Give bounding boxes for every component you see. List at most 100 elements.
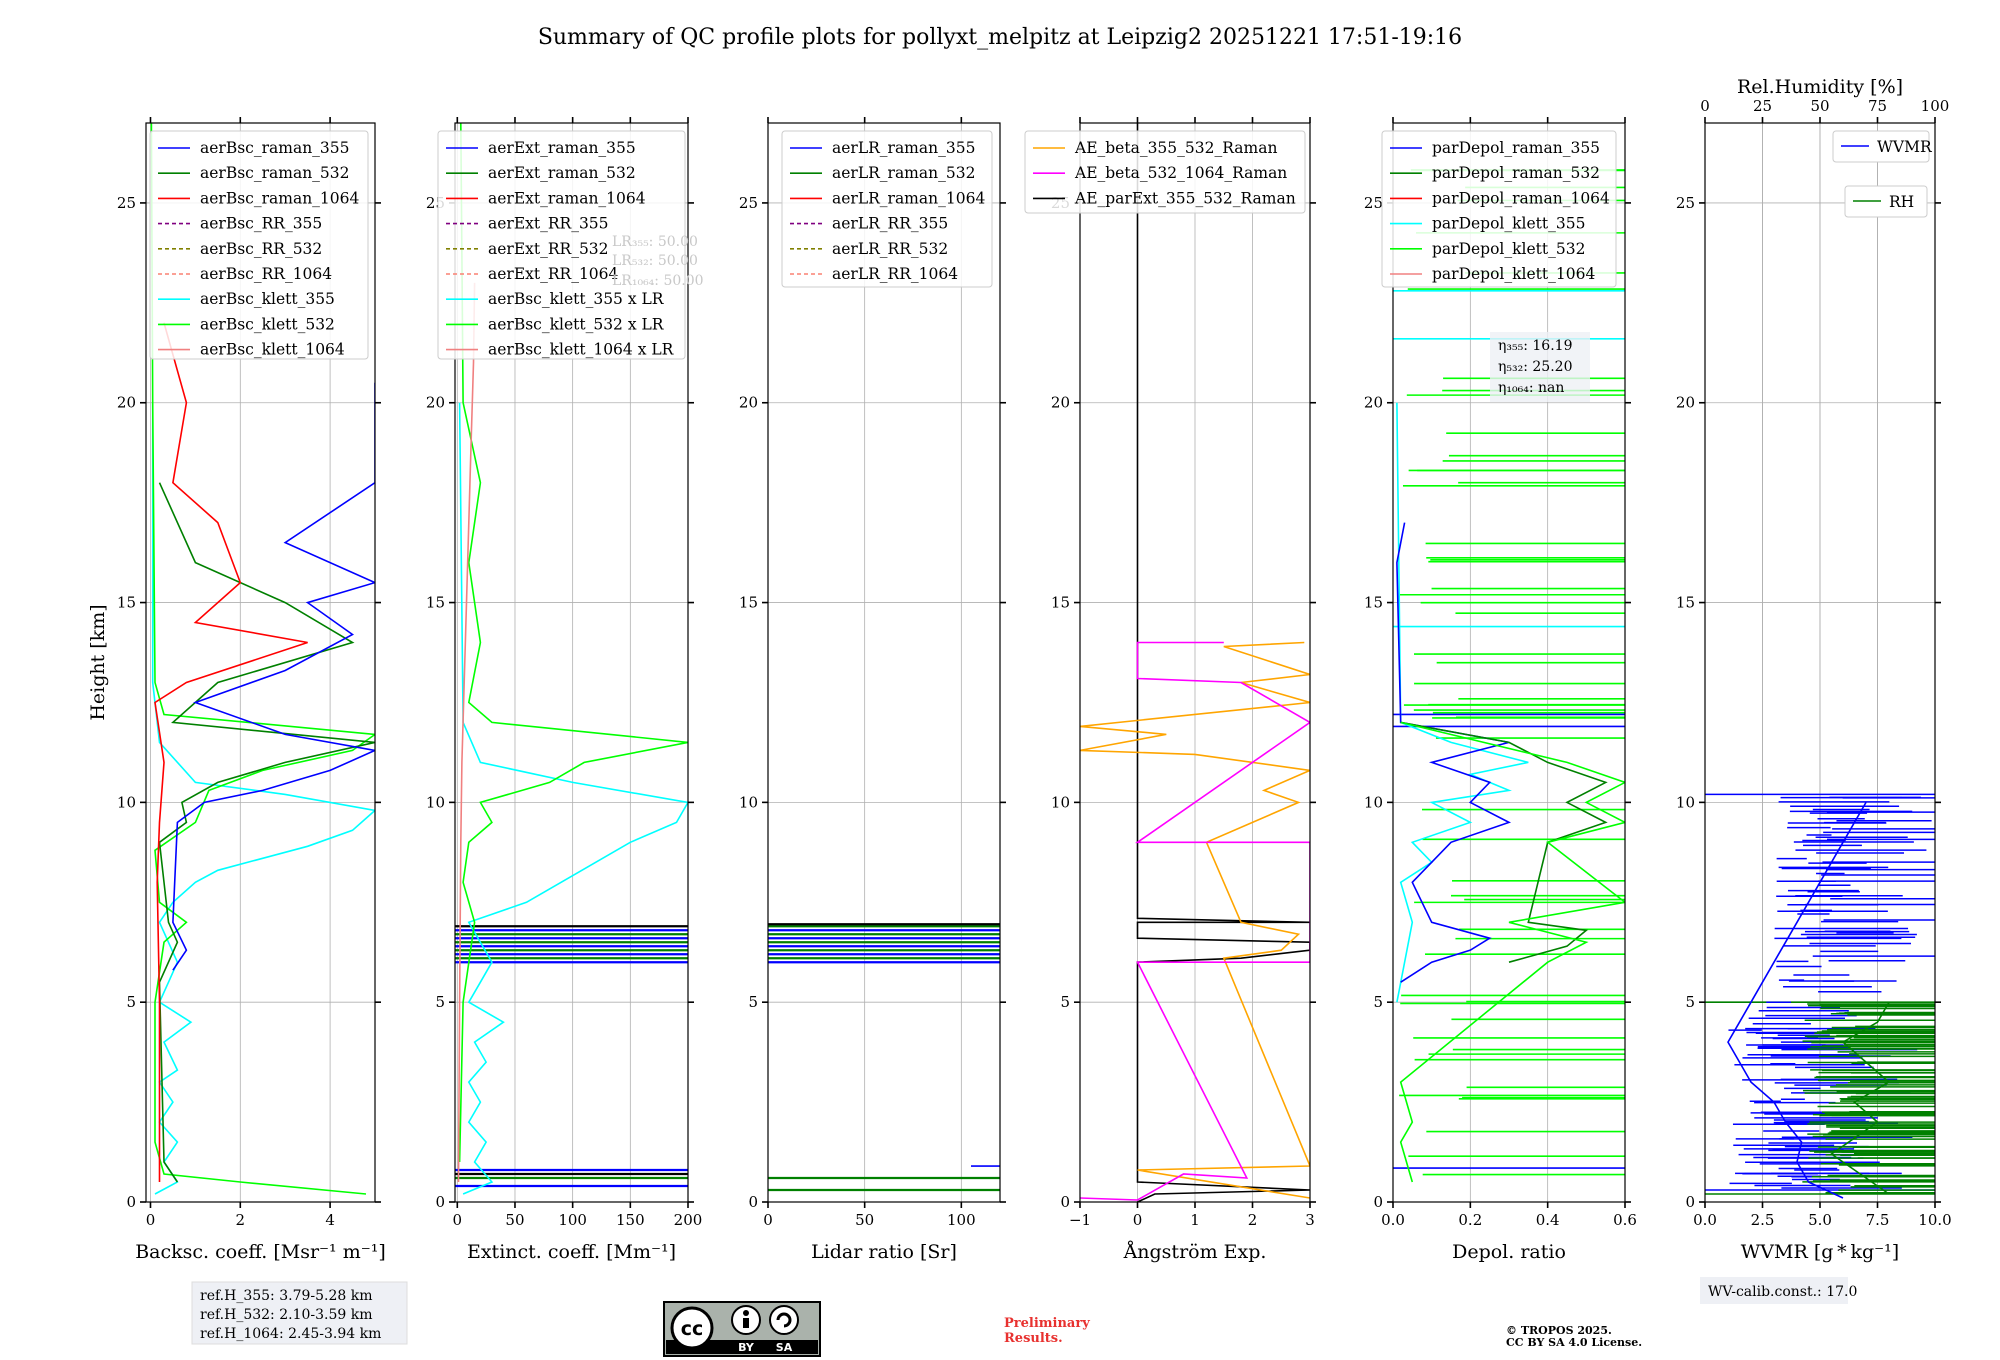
series-aerBsc_klett_355 — [151, 402, 375, 1195]
xtick-label: 100 — [947, 1211, 976, 1229]
series-aerBsc_raman_355 — [172, 382, 375, 971]
series-AE_beta_532_1064_Raman — [1080, 641, 1310, 1201]
xtick-label: 50 — [855, 1211, 874, 1229]
legend-box — [437, 130, 686, 360]
xtick-label: 0.2 — [1458, 1211, 1482, 1229]
preliminary-line1: Preliminary — [1004, 1316, 1090, 1331]
data-depol — [1393, 169, 1625, 1183]
axes-frame-ext — [454, 122, 689, 1203]
ytick-label: 5 — [1373, 993, 1383, 1011]
ref-height-532: ref.H_532: 2.10-3.59 km — [200, 1307, 373, 1323]
legend-lr: aerLR_raman_355 aerLR_raman_532 aerLR_rama… — [781, 130, 993, 288]
legend-label: aerBsc_klett_1064 x LR — [488, 341, 675, 359]
xtick-label: 10.0 — [1918, 1211, 1951, 1229]
x-axis-label-wv: WVMR [g * kg⁻¹] — [1741, 1241, 1899, 1263]
preliminary-line2: Results. — [1004, 1331, 1063, 1346]
ytick-label: 10 — [117, 793, 136, 811]
xtick-label: 0 — [453, 1211, 463, 1229]
series-aerBsc_klett_355 x LR — [458, 402, 688, 1195]
xtick-label: −1 — [1069, 1211, 1091, 1229]
xtick-label: 1 — [1190, 1211, 1200, 1229]
legend-label: aerExt_RR_355 — [488, 215, 609, 233]
legend-label: aerBsc_RR_355 — [200, 215, 322, 233]
legend-label: parDepol_raman_532 — [1432, 164, 1600, 182]
xtick-label: 2.5 — [1751, 1211, 1775, 1229]
legend-box — [1844, 185, 1928, 218]
cc-icon — [670, 1306, 714, 1350]
legend-label: aerBsc_klett_532 — [200, 315, 335, 333]
lr-label-1064: LR₁₀₆₄: 50.00 — [612, 273, 704, 289]
series-AE_parExt_355_532_Raman — [1136, 123, 1310, 1202]
ytick-label: 20 — [426, 394, 445, 412]
series-parDepol_klett_532 — [1399, 721, 1625, 1183]
ytick-label: 15 — [1051, 594, 1070, 612]
top-xtick-label: 75 — [1868, 97, 1887, 115]
lr-label-532: LR₅₃₂: 50.00 — [612, 253, 698, 269]
legend-label: AE_beta_355_532_Raman — [1074, 139, 1277, 157]
ytick-label: 5 — [748, 993, 758, 1011]
legend-label: parDepol_raman_355 — [1432, 139, 1600, 157]
ticks-depol — [1387, 117, 1631, 1208]
ticks-lr — [762, 117, 1006, 1208]
ticks-ae — [1074, 117, 1316, 1208]
xtick-label: 3 — [1305, 1211, 1315, 1229]
legend-label: aerExt_RR_532 — [488, 240, 609, 258]
legend-label: parDepol_klett_355 — [1432, 215, 1585, 233]
top-xtick-label: 100 — [1921, 97, 1950, 115]
ytick-label: 10 — [739, 793, 758, 811]
axes-frame-lr — [767, 122, 1001, 1203]
panel-wv: 0 5 10 15 20 25 0.0 2.5 5.0 7.5 10.0 0 25 50 75 100 Rel.… — [1676, 76, 1952, 1263]
x-axis-label-ae: Ångström Exp. — [1123, 1241, 1267, 1263]
lr-label-355: LR₃₅₅: 50.00 — [612, 234, 698, 250]
legend-ext: aerExt_raman_355 aerExt_raman_532 aerExt_r… — [437, 130, 686, 360]
wv-calib-box: WV-calib.const.: 17.0 — [1700, 1277, 1857, 1304]
legend-depol: parDepol_raman_355 parDepol_raman_532 parD… — [1381, 130, 1617, 288]
legend-label: WVMR — [1877, 138, 1933, 156]
xtick-label: 100 — [558, 1211, 587, 1229]
series-aerBsc_raman_532 — [158, 482, 375, 1183]
legend-label: aerBsc_RR_1064 — [200, 265, 332, 283]
legend-label: RH — [1889, 193, 1914, 211]
legend-label: aerExt_raman_1064 — [488, 189, 646, 207]
top-axis-label: Rel.Humidity [%] — [1737, 76, 1903, 98]
xtick-label: 4 — [325, 1211, 335, 1229]
xtick-label: 2 — [1248, 1211, 1258, 1229]
ytick-label: 20 — [1051, 394, 1070, 412]
legend-bsc: aerBsc_raman_355 aerBsc_raman_532 aerBsc_r… — [149, 130, 369, 360]
ytick-label: 0 — [748, 1193, 758, 1211]
legend-label: aerBsc_raman_532 — [200, 164, 350, 182]
xtick-label: 200 — [674, 1211, 703, 1229]
ytick-label: 20 — [739, 394, 758, 412]
legend-label: aerBsc_klett_355 — [200, 290, 335, 308]
ticks-wv — [1699, 117, 1941, 1208]
series-aerBsc_klett_532 — [150, 123, 375, 1195]
ytick-label: 5 — [435, 993, 445, 1011]
eta-1064: η₁₀₆₄: nan — [1498, 380, 1564, 396]
ytick-label: 25 — [739, 194, 758, 212]
legend-box — [781, 130, 993, 288]
legend-label: aerBsc_klett_532 x LR — [488, 315, 665, 333]
ytick-label: 5 — [126, 993, 136, 1011]
series-parDepol_klett_355 — [1396, 402, 1529, 1003]
ytick-label: 15 — [426, 594, 445, 612]
legend-box — [149, 130, 369, 360]
legend-box — [1832, 130, 1930, 163]
x-axis-label-bsc: Backsc. coeff. [Msr⁻¹ m⁻¹] — [135, 1241, 386, 1263]
ytick-label: 10 — [1051, 793, 1070, 811]
xtick-label: 0.0 — [1381, 1211, 1405, 1229]
legend-label: aerBsc_raman_355 — [200, 139, 350, 157]
ref-height-355: ref.H_355: 3.79-5.28 km — [200, 1288, 373, 1304]
eta-532: η₅₃₂: 25.20 — [1498, 359, 1572, 375]
panel-depol: 0 5 10 15 20 25 0.0 0.2 0.4 0.6 Depol. ratio parDep… — [1364, 117, 1637, 1263]
legend-wv: WVMR RH — [1832, 130, 1933, 218]
panel-bsc: 0 5 10 15 20 25 0 2 4 Backsc. coeff. [Msr⁻¹ m⁻¹] H… — [87, 117, 386, 1263]
series-WVMR — [1727, 802, 1867, 1199]
ytick-label: 0 — [126, 1193, 136, 1211]
data-bsc — [150, 123, 375, 1195]
data-ext — [455, 123, 688, 1195]
ytick-label: 10 — [426, 793, 445, 811]
